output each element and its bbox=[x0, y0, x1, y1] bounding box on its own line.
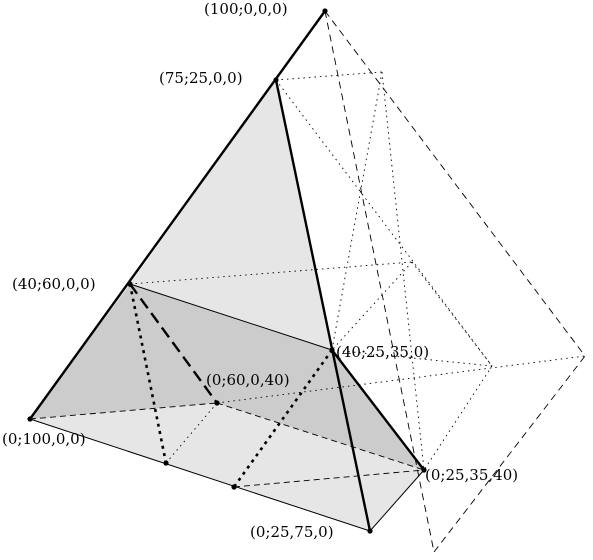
label-40-60-0-0: (40;60,0,0) bbox=[12, 275, 96, 293]
face-bottom-quad bbox=[30, 403, 424, 531]
vertex-0-25-75-0 bbox=[367, 528, 373, 534]
label-0-100-0-0: (0;100,0,0) bbox=[2, 430, 86, 448]
face-upper-triangle bbox=[130, 80, 332, 350]
vertices bbox=[27, 8, 427, 534]
label-40-25-35-0: (40;25,35,0) bbox=[336, 343, 429, 361]
label-100-0-0-0: (100;0,0,0) bbox=[204, 0, 288, 18]
bold-dashed-edge bbox=[129, 283, 218, 404]
bold-dotted-edges bbox=[128, 283, 334, 488]
label-0-25-75-0: (0;25,75,0) bbox=[250, 523, 334, 541]
outer-dashed-edges bbox=[324, 10, 586, 553]
label-0-60-0-40: (0;60,0,40) bbox=[206, 371, 290, 389]
face-shaded-middle bbox=[30, 284, 424, 470]
vertex-40-25-35-0 bbox=[329, 347, 335, 353]
thin-dashed-edges bbox=[29, 402, 425, 488]
dotted-construction-lines bbox=[129, 71, 586, 471]
label-75-25-0-0: (75;25,0,0) bbox=[159, 69, 243, 87]
vertex-bottom-edge-2 bbox=[231, 484, 237, 490]
label-0-25-35-40: (0;25,35,40) bbox=[425, 466, 518, 484]
thin-solid-edges bbox=[29, 283, 425, 532]
vertex-75-25-0-0 bbox=[273, 77, 279, 83]
vertex-100-0-0-0 bbox=[322, 8, 328, 14]
vertex-bottom-edge-1 bbox=[163, 460, 169, 466]
vertex-0-100-0-0 bbox=[27, 416, 33, 422]
vertex-labels: (100;0,0,0) (75;25,0,0) (40;60,0,0) (40;… bbox=[2, 0, 518, 541]
vertex-40-60-0-0 bbox=[127, 281, 133, 287]
vertex-0-60-0-40 bbox=[214, 400, 220, 406]
vertex-0-25-35-40 bbox=[421, 467, 427, 473]
